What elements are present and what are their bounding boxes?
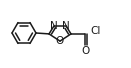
Text: N: N [50,21,58,31]
Text: O: O [56,36,64,46]
Text: O: O [82,46,90,56]
Text: N: N [62,21,70,31]
Text: Cl: Cl [90,26,100,36]
